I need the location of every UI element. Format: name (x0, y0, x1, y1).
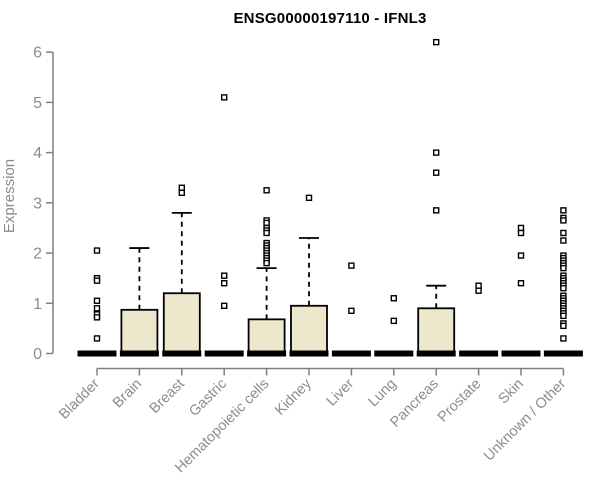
y-tick-label: 0 (33, 346, 42, 363)
outlier-point (517, 229, 525, 237)
outlier-point (93, 335, 101, 342)
outlier-point (220, 302, 228, 309)
outlier-point (305, 194, 313, 202)
x-tick-label: Liver (324, 376, 358, 410)
outlier-point (348, 307, 355, 315)
box-breast (162, 292, 201, 355)
x-tick-label: Kidney (272, 375, 315, 418)
outlier-point (475, 282, 482, 289)
outlier-point (560, 229, 567, 237)
outlier-point (178, 184, 186, 191)
median-lung (374, 350, 414, 357)
median-kidney (289, 350, 329, 357)
y-tick-label: 1 (33, 296, 42, 313)
outlier-point (433, 38, 440, 46)
outlier-point (93, 277, 101, 284)
median-liver (331, 350, 371, 357)
outlier-point (93, 305, 101, 312)
outlier-point (560, 335, 567, 342)
x-tick-label: Unknown / Other (481, 376, 569, 464)
y-tick-label: 3 (33, 195, 42, 212)
chart-title: ENSG00000197110 - IFNL3 (233, 10, 427, 27)
outlier-point (560, 322, 567, 330)
outlier-point (220, 272, 228, 279)
x-tick-label: Prostate (435, 376, 484, 425)
outlier-point (93, 314, 101, 321)
outlier-point (93, 247, 101, 254)
y-tick-label: 5 (33, 95, 42, 112)
outlier-point (560, 285, 567, 292)
box-hematopoietic-cells (247, 318, 286, 355)
median-skin (501, 350, 541, 357)
x-tick-label: Skin (496, 376, 527, 407)
median-gastric (204, 350, 244, 357)
outlier-point (560, 217, 567, 224)
outlier-point (220, 94, 228, 101)
outlier-point (560, 207, 567, 214)
outlier-point (390, 317, 397, 325)
outlier-point (263, 229, 270, 237)
outlier-point (433, 207, 440, 214)
box-pancreas (417, 307, 456, 355)
median-brain (119, 350, 159, 357)
outlier-point (390, 295, 397, 302)
box-brain (120, 308, 159, 355)
median-prostate (459, 350, 499, 357)
y-tick-label: 2 (33, 246, 42, 263)
x-tick-label: Lung (365, 376, 399, 410)
outlier-point (560, 312, 567, 320)
box-kidney (290, 304, 328, 355)
median-bladder (77, 350, 117, 357)
outlier-point (220, 279, 228, 287)
outlier-point (433, 169, 440, 176)
outlier-point (263, 187, 270, 194)
median-hematopoietic-cells (247, 350, 287, 357)
outlier-point (517, 224, 525, 232)
median-pancreas (416, 350, 456, 357)
outlier-point (93, 297, 101, 304)
outlier-point (560, 264, 567, 272)
outlier-point (433, 149, 440, 156)
y-tick-label: 6 (33, 45, 42, 62)
outlier-point (560, 237, 567, 244)
outlier-point (517, 279, 525, 287)
x-tick-label: Breast (147, 376, 188, 417)
outlier-point (263, 259, 270, 267)
y-tick-label: 4 (33, 145, 42, 162)
x-tick-label: Bladder (56, 376, 103, 423)
outlier-point (517, 252, 525, 259)
median-unknown-other (543, 350, 583, 357)
y-axis-title: Expression (1, 159, 18, 233)
median-breast (162, 350, 202, 357)
x-tick-label: Brain (110, 376, 145, 411)
outlier-point (475, 287, 482, 294)
outlier-point (263, 219, 270, 227)
outlier-point (178, 189, 186, 196)
outlier-point (348, 262, 355, 269)
